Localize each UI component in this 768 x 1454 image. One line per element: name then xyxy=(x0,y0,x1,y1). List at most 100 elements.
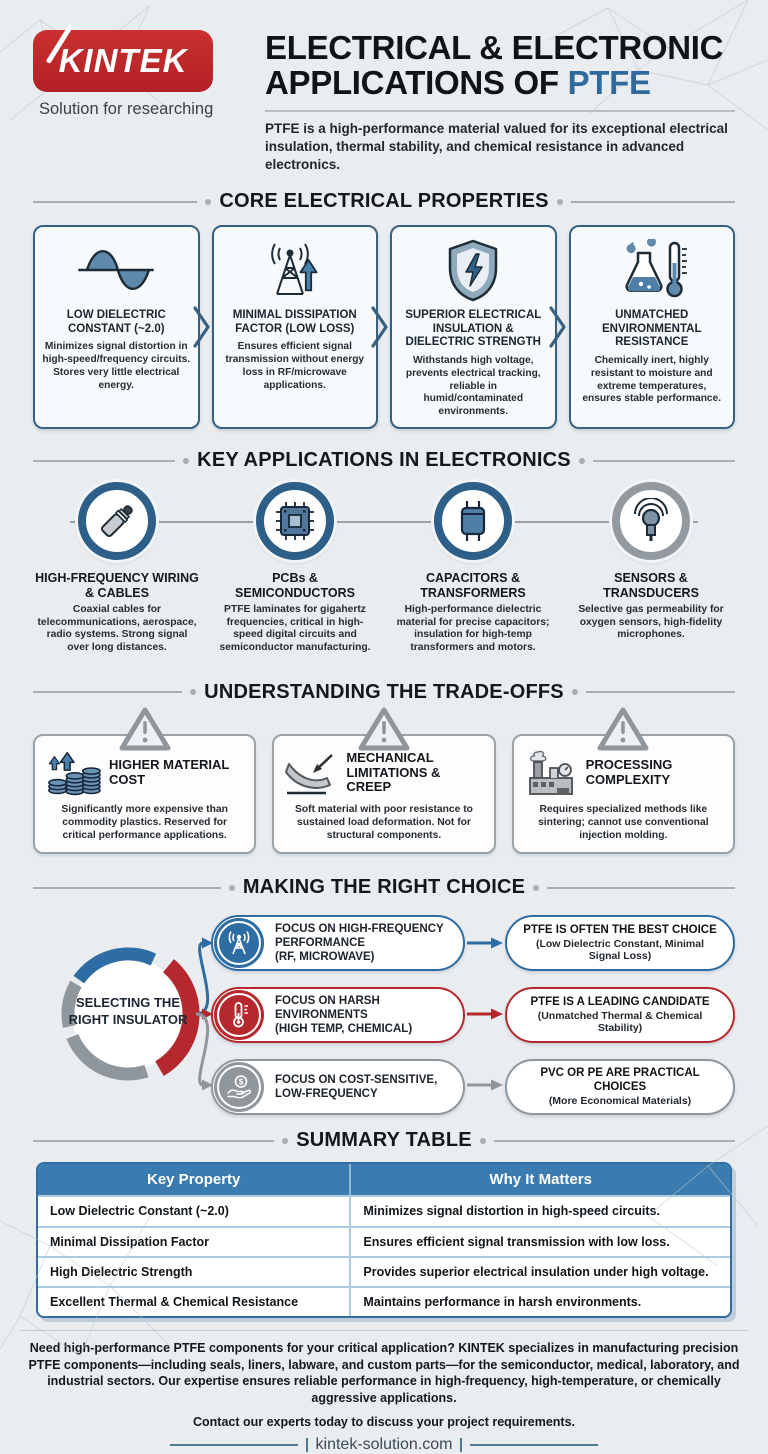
factory-icon xyxy=(524,750,578,796)
footer-domain-row: kintek-solution.com xyxy=(0,1436,768,1454)
tradeoff-title: HIGHER MATERIAL COST xyxy=(109,757,230,787)
section-title: UNDERSTANDING THE TRADE-OFFS xyxy=(204,680,564,703)
application-title: CAPACITORS & TRANSFORMERS xyxy=(420,571,526,600)
creep-bend-icon xyxy=(284,750,338,796)
section-header-choice: MAKING THE RIGHT CHOICE xyxy=(0,876,768,899)
property-desc: Ensures efficient signal transmission wi… xyxy=(225,341,365,391)
microphone-icon xyxy=(612,482,690,561)
divider-dot xyxy=(205,198,212,205)
page-title-line2: APPLICATIONS OF PTFE xyxy=(265,65,735,100)
property-title: LOW DIELECTRIC CONSTANT (~2.0) xyxy=(66,309,166,335)
application-desc: Selective gas permeability for oxygen se… xyxy=(578,603,724,641)
logo-tagline: Solution for researching xyxy=(39,100,214,118)
intro-paragraph: PTFE is a high-performance material valu… xyxy=(265,120,728,173)
table-cell-property: Minimal Dissipation Factor xyxy=(50,1234,210,1249)
application-title: HIGH-FREQUENCY WIRING & CABLES xyxy=(35,571,199,600)
tradeoff-card: MECHANICAL LIMITATIONS & CREEP Soft mate… xyxy=(272,707,496,855)
tradeoff-card: HIGHER MATERIAL COST Significantly more … xyxy=(33,707,257,855)
branch-harsh-environments: FOCUS ON HARSH ENVIRONMENTS (HIGH TEMP, … xyxy=(211,987,465,1044)
antenna-icon xyxy=(214,918,264,969)
applications-section: HIGH-FREQUENCY WIRING & CABLES Coaxial c… xyxy=(0,482,768,655)
result-subtitle: (Low Dielectric Constant, Minimal Signal… xyxy=(535,937,705,963)
thermometer-icon xyxy=(214,990,264,1041)
tradeoff-desc: Significantly more expensive than commod… xyxy=(61,803,228,842)
divider-line xyxy=(570,200,735,203)
property-card: LOW DIELECTRIC CONSTANT (~2.0) Minimizes… xyxy=(33,225,200,430)
website-url: kintek-solution.com xyxy=(315,1436,453,1454)
divider-dot xyxy=(571,689,578,696)
table-row: Minimal Dissipation Factor Ensures effic… xyxy=(38,1225,730,1256)
table-header-key-property: Key Property xyxy=(147,1171,241,1189)
table-cell-reason: Provides superior electrical insulation … xyxy=(349,1257,730,1287)
property-desc: Minimizes signal distortion in high-spee… xyxy=(42,341,191,391)
divider-end-cap xyxy=(305,1438,308,1453)
result-subtitle: (More Economical Materials) xyxy=(548,1094,692,1107)
divider-dot xyxy=(556,198,563,205)
result-ptfe-best-choice: PTFE IS OFTEN THE BEST CHOICE (Low Diele… xyxy=(505,915,735,972)
divider-line xyxy=(585,691,736,694)
table-header-why-it-matters: Why It Matters xyxy=(349,1164,730,1196)
tradeoff-desc: Soft material with poor resistance to su… xyxy=(295,803,473,842)
sine-wave-icon xyxy=(42,237,191,303)
branch-label: FOCUS ON HARSH ENVIRONMENTS (HIGH TEMP, … xyxy=(275,995,413,1036)
chip-icon xyxy=(256,482,334,561)
divider-line xyxy=(592,459,735,462)
table-cell-reason: Maintains performance in harsh environme… xyxy=(349,1288,730,1317)
property-title: UNMATCHED ENVIRONMENTAL RESISTANCE xyxy=(602,309,702,349)
footer-contact-line: Contact our experts today to discuss you… xyxy=(192,1415,576,1430)
warning-triangle-icon xyxy=(119,707,171,751)
application-title: PCBs & SEMICONDUCTORS xyxy=(235,571,355,600)
warning-triangle-icon xyxy=(597,707,649,751)
application-desc: High-performance dielectric material for… xyxy=(396,603,550,654)
divider-dot xyxy=(282,1137,289,1144)
properties-section: LOW DIELECTRIC CONSTANT (~2.0) Minimizes… xyxy=(0,225,768,430)
flask-thermometer-icon xyxy=(578,237,727,303)
tradeoff-title: PROCESSING COMPLEXITY xyxy=(585,757,673,787)
result-subtitle: (Unmatched Thermal & Chemical Stability) xyxy=(537,1009,703,1035)
section-header-summary: SUMMARY TABLE xyxy=(0,1129,768,1152)
radio-tower-icon xyxy=(221,237,370,303)
summary-table: Key Property Why It Matters Low Dielectr… xyxy=(36,1162,732,1319)
chevron-right-icon xyxy=(549,306,566,348)
application-desc: Coaxial cables for telecommunications, a… xyxy=(37,603,197,654)
divider-line xyxy=(470,1444,599,1447)
title-block: ELECTRICAL & ELECTRONIC APPLICATIONS OF … xyxy=(265,30,735,174)
branch-cost-sensitive: $ FOCUS ON COST-SENSITIVE, LOW-FREQUENCY xyxy=(211,1059,465,1116)
page-title-line2-text: APPLICATIONS OF xyxy=(265,64,568,102)
title-divider xyxy=(265,109,735,112)
divider-end-cap xyxy=(460,1438,463,1453)
shield-bolt-icon xyxy=(399,237,548,303)
application-desc: PTFE laminates for gigahertz frequencies… xyxy=(219,603,371,654)
branch-label: FOCUS ON HIGH-FREQUENCY PERFORMANCE (RF,… xyxy=(275,923,444,964)
table-cell-property: Excellent Thermal & Chemical Resistance xyxy=(50,1295,299,1310)
table-cell-property: Low Dielectric Constant (~2.0) xyxy=(50,1204,229,1219)
application-title: SENSORS & TRANSDUCERS xyxy=(603,571,699,600)
application-item: HIGH-FREQUENCY WIRING & CABLES Coaxial c… xyxy=(33,482,201,655)
chevron-right-icon xyxy=(371,306,388,348)
divider-line xyxy=(493,1139,735,1142)
branch-label: FOCUS ON COST-SENSITIVE, LOW-FREQUENCY xyxy=(275,1074,438,1101)
table-row: Low Dielectric Constant (~2.0) Minimizes… xyxy=(38,1195,730,1226)
table-cell-property: High Dielectric Strength xyxy=(50,1264,193,1279)
divider-line xyxy=(33,459,176,462)
coax-cable-icon xyxy=(78,482,156,561)
divider-dot xyxy=(479,1137,486,1144)
property-title: SUPERIOR ELECTRICAL INSULATION & DIELECT… xyxy=(405,309,542,349)
result-ptfe-leading-candidate: PTFE IS A LEADING CANDIDATE (Unmatched T… xyxy=(505,987,735,1044)
property-desc: Withstands high voltage, prevents electr… xyxy=(405,354,541,418)
section-header-tradeoffs: UNDERSTANDING THE TRADE-OFFS xyxy=(0,681,768,704)
divider-dot xyxy=(578,457,585,464)
property-card: SUPERIOR ELECTRICAL INSULATION & DIELECT… xyxy=(390,225,557,430)
divider-line xyxy=(33,200,198,203)
decision-flowchart: SELECTING THE RIGHT INSULATOR FOCUS ON H… xyxy=(33,907,735,1121)
capacitor-icon xyxy=(434,482,512,561)
footer-paragraph: Need high-performance PTFE components fo… xyxy=(28,1341,740,1405)
kintek-logo: KINTEK xyxy=(33,24,213,92)
application-item: SENSORS & TRANSDUCERS Selective gas perm… xyxy=(567,482,735,655)
divider-line xyxy=(33,886,221,889)
section-header-applications: KEY APPLICATIONS IN ELECTRONICS xyxy=(0,449,768,472)
property-card: MINIMAL DISSIPATION FACTOR (LOW LOSS) En… xyxy=(211,225,378,430)
table-cell-reason: Minimizes signal distortion in high-spee… xyxy=(349,1197,730,1226)
warning-triangle-icon xyxy=(358,707,410,751)
divider-line xyxy=(169,1444,298,1447)
